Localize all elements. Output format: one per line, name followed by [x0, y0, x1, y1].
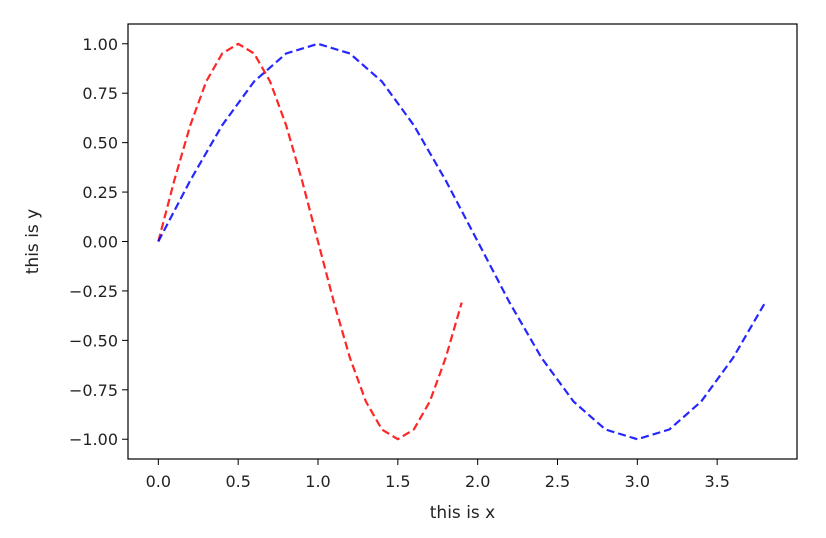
x-tick-label: 2.5 [545, 472, 570, 491]
x-tick-label: 3.5 [704, 472, 729, 491]
x-tick-label: 1.0 [305, 472, 330, 491]
series-layer [157, 42, 767, 441]
y-axis-label: this is y [23, 209, 43, 274]
y-tick-label: −0.50 [69, 331, 118, 350]
y-tick-label: −1.00 [69, 430, 118, 449]
x-tick-label: 0.0 [146, 472, 171, 491]
y-tick-label: 0.50 [82, 134, 118, 153]
y-tick-label: 0.75 [82, 84, 118, 103]
plot-frame [127, 23, 798, 460]
x-axis: 0.0 0.5 1.0 1.5 2.0 2.5 3.0 3.5 [146, 459, 730, 491]
y-tick-label: −0.25 [69, 282, 118, 301]
y-tick-label: 0.25 [82, 183, 118, 202]
series-line-1 [157, 42, 463, 441]
x-tick-label: 2.0 [465, 472, 490, 491]
y-tick-label: −0.75 [69, 381, 118, 400]
y-tick-label: 1.00 [82, 35, 118, 54]
y-tick-label: 0.00 [82, 233, 118, 252]
x-tick-label: 3.0 [625, 472, 650, 491]
x-tick-label: 0.5 [225, 472, 250, 491]
x-tick-label: 1.5 [385, 472, 410, 491]
series-line-2 [157, 42, 767, 441]
x-axis-label: this is x [430, 503, 495, 523]
y-axis: 1.00 0.75 0.50 0.25 0.00 −0.25 −0.50 −0.75 −1.00 [69, 35, 128, 449]
